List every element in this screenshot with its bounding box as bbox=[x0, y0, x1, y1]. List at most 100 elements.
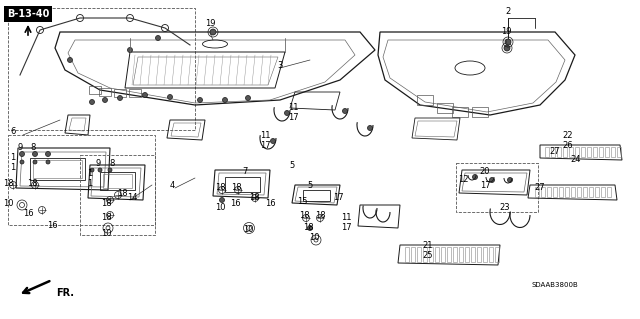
Text: 18: 18 bbox=[3, 179, 13, 188]
Bar bbox=[477, 247, 481, 262]
Bar bbox=[557, 147, 561, 157]
Bar bbox=[435, 247, 439, 262]
Bar bbox=[465, 247, 469, 262]
Text: 11: 11 bbox=[288, 103, 298, 113]
Bar bbox=[99, 88, 111, 96]
Bar bbox=[607, 187, 611, 197]
Text: 7: 7 bbox=[243, 167, 248, 176]
Text: 18: 18 bbox=[299, 211, 309, 220]
Text: FR.: FR. bbox=[56, 288, 74, 298]
Text: 18: 18 bbox=[249, 192, 259, 202]
Bar bbox=[417, 247, 421, 262]
Text: 1: 1 bbox=[88, 169, 93, 179]
Text: 10: 10 bbox=[3, 198, 13, 207]
Text: 6: 6 bbox=[10, 128, 16, 137]
Text: 10: 10 bbox=[308, 234, 319, 242]
Circle shape bbox=[285, 110, 289, 115]
Text: 10: 10 bbox=[243, 226, 253, 234]
Text: 1: 1 bbox=[88, 180, 93, 189]
Text: 18: 18 bbox=[315, 211, 325, 220]
Circle shape bbox=[90, 100, 95, 105]
Bar bbox=[605, 147, 609, 157]
Text: 12: 12 bbox=[458, 175, 468, 184]
Bar bbox=[575, 147, 579, 157]
Text: 5: 5 bbox=[307, 181, 312, 189]
Circle shape bbox=[20, 160, 24, 164]
Text: 9: 9 bbox=[95, 160, 100, 168]
Bar bbox=[452, 107, 468, 117]
Circle shape bbox=[472, 174, 477, 180]
Bar bbox=[569, 147, 573, 157]
Text: 17: 17 bbox=[340, 224, 351, 233]
Text: 16: 16 bbox=[22, 209, 33, 218]
Circle shape bbox=[223, 98, 227, 102]
Circle shape bbox=[342, 108, 348, 114]
Bar bbox=[593, 147, 597, 157]
Text: 1: 1 bbox=[10, 153, 15, 162]
Circle shape bbox=[246, 95, 250, 100]
Bar bbox=[559, 187, 563, 197]
Circle shape bbox=[67, 57, 72, 63]
Bar bbox=[587, 147, 591, 157]
Circle shape bbox=[307, 226, 312, 231]
Text: 18: 18 bbox=[100, 198, 111, 207]
Circle shape bbox=[168, 94, 173, 100]
Text: 18: 18 bbox=[303, 224, 314, 233]
Text: 23: 23 bbox=[500, 204, 510, 212]
Circle shape bbox=[33, 152, 38, 157]
Bar bbox=[595, 187, 599, 197]
Bar bbox=[423, 247, 427, 262]
Bar bbox=[535, 187, 539, 197]
Circle shape bbox=[143, 93, 147, 98]
Text: 17: 17 bbox=[260, 140, 270, 150]
Text: 4: 4 bbox=[170, 181, 175, 189]
Bar bbox=[100, 172, 135, 190]
Circle shape bbox=[508, 177, 513, 182]
Circle shape bbox=[156, 35, 161, 41]
Bar bbox=[225, 177, 260, 192]
Bar bbox=[129, 89, 141, 97]
Text: 26: 26 bbox=[563, 140, 573, 150]
Circle shape bbox=[127, 48, 132, 53]
Text: 10: 10 bbox=[215, 204, 225, 212]
Text: 18: 18 bbox=[100, 213, 111, 222]
Text: 11: 11 bbox=[340, 213, 351, 222]
Text: 21: 21 bbox=[423, 241, 433, 249]
Bar bbox=[571, 187, 575, 197]
Bar bbox=[472, 107, 488, 117]
Bar bbox=[577, 187, 581, 197]
Text: 8: 8 bbox=[109, 160, 115, 168]
Circle shape bbox=[198, 98, 202, 102]
Bar bbox=[33, 160, 82, 178]
Text: 8: 8 bbox=[30, 144, 36, 152]
Bar bbox=[103, 174, 132, 188]
Circle shape bbox=[102, 98, 108, 102]
Text: 16: 16 bbox=[230, 198, 240, 207]
Circle shape bbox=[210, 29, 216, 35]
Bar bbox=[563, 147, 567, 157]
Bar bbox=[453, 247, 457, 262]
Text: 27: 27 bbox=[550, 147, 560, 157]
Bar bbox=[551, 147, 555, 157]
Bar bbox=[89, 86, 101, 94]
Text: SDAAB3800B: SDAAB3800B bbox=[532, 282, 579, 288]
Bar bbox=[459, 247, 463, 262]
Bar bbox=[437, 103, 453, 113]
Text: 20: 20 bbox=[480, 167, 490, 176]
Bar bbox=[565, 187, 569, 197]
Bar bbox=[471, 247, 475, 262]
Circle shape bbox=[45, 152, 51, 157]
Text: 18: 18 bbox=[116, 189, 127, 197]
Bar bbox=[599, 147, 603, 157]
Bar bbox=[553, 187, 557, 197]
Text: 9: 9 bbox=[17, 144, 22, 152]
Bar bbox=[429, 247, 433, 262]
Bar bbox=[541, 187, 545, 197]
Bar bbox=[617, 147, 621, 157]
Circle shape bbox=[118, 95, 122, 100]
Circle shape bbox=[220, 197, 225, 203]
Circle shape bbox=[108, 168, 112, 172]
Bar bbox=[547, 187, 551, 197]
Text: 15: 15 bbox=[297, 197, 307, 206]
Text: B-13-40: B-13-40 bbox=[7, 9, 49, 19]
